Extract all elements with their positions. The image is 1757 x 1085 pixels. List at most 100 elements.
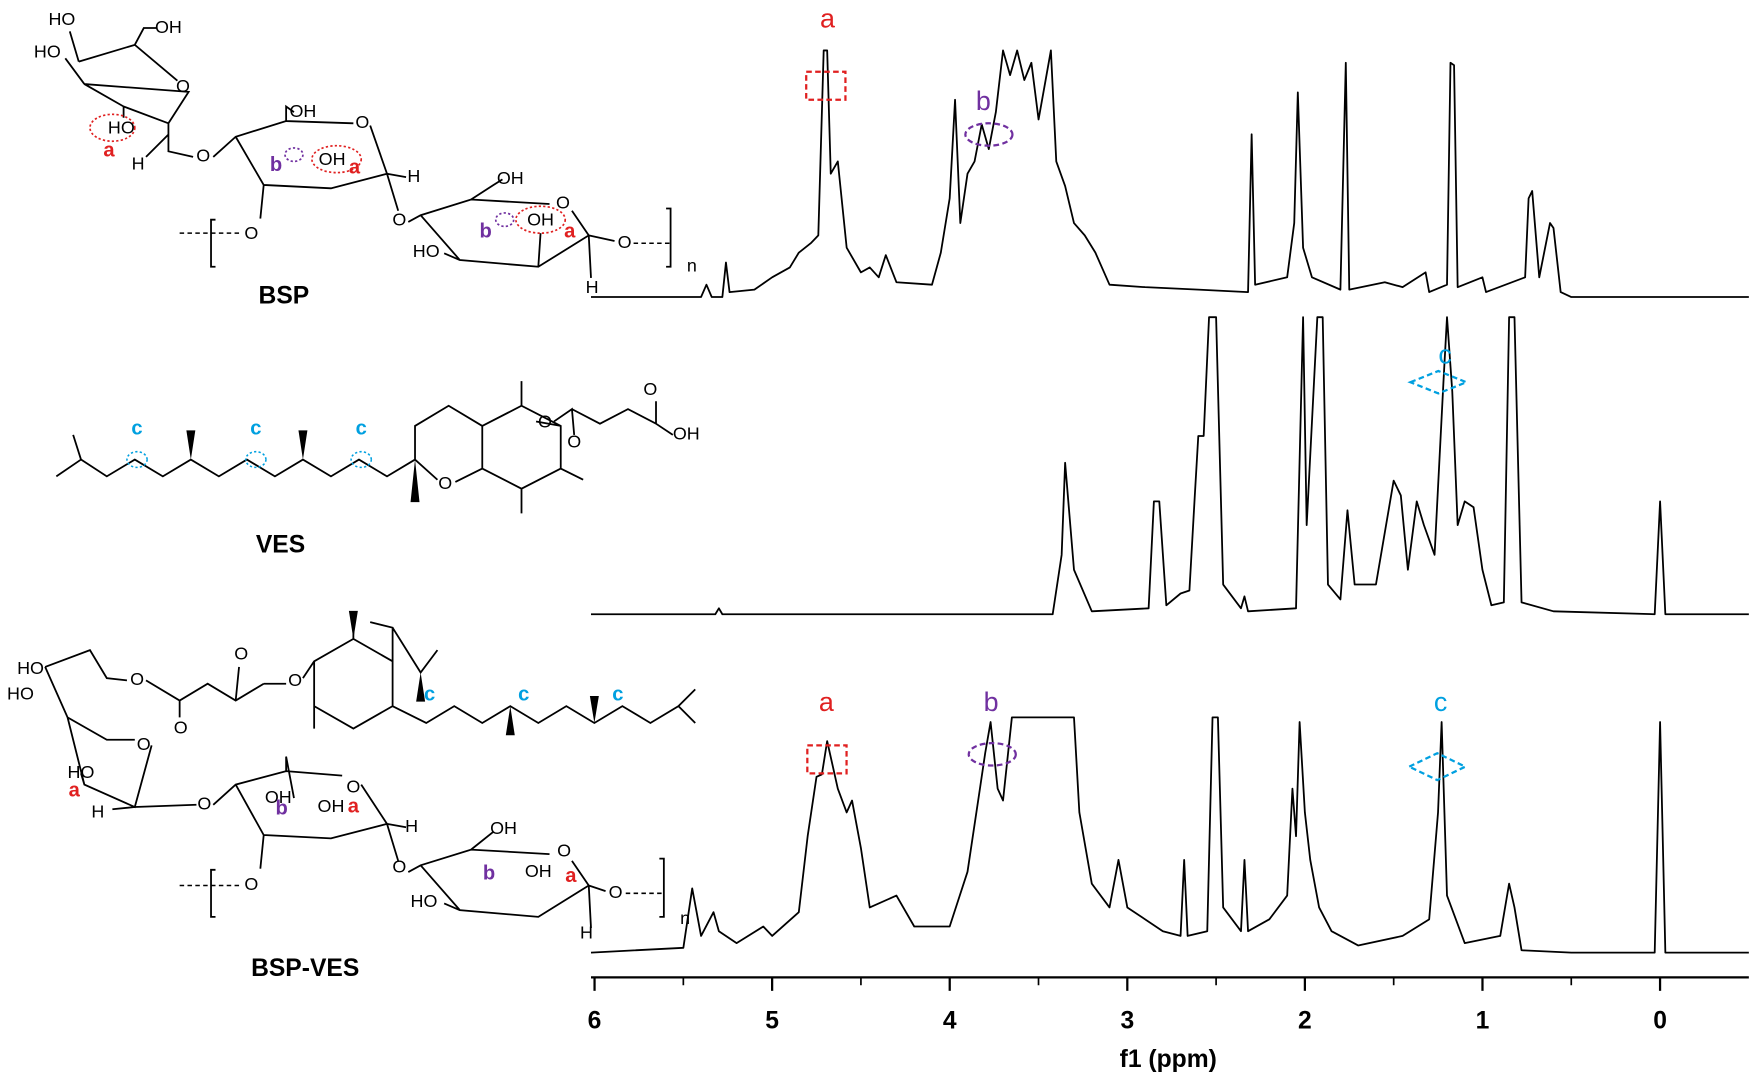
atom-label: O [234,643,248,663]
atom-label: O [288,670,302,690]
atom-label: HO [49,9,76,29]
highlight [126,450,148,469]
x-tick-label: 3 [1120,1008,1134,1035]
atom-label: HO [108,118,135,138]
bond [212,104,407,219]
atom-label: OH [319,149,346,169]
atom-label: H [580,922,593,942]
bond [64,27,194,158]
atom-label: HO [411,891,438,911]
atom-label: a [564,220,576,242]
atom-label: a [349,156,361,178]
highlight [284,147,304,163]
atom-label: O [176,76,190,96]
atom-label: c [250,418,261,440]
marker-ellipse [967,742,1017,767]
atom-label: O [130,669,144,689]
x-axis-label: f1 (ppm) [1120,1046,1217,1073]
atom-label: O [174,717,188,737]
atom-label: O [392,856,406,876]
highlight [515,205,567,234]
atom-label: OH [289,101,316,121]
atom-label: b [275,798,287,820]
atom-label: H [407,166,420,186]
atom-label: O [196,146,210,166]
structure-name: VES [256,531,305,558]
peak-annotation: c [1434,687,1447,717]
atom-label: O [197,794,211,814]
highlight [311,144,363,174]
atom-label: O [538,411,552,431]
atom-label: O [567,431,581,451]
atom-label: OH [318,796,345,816]
atom-label: O [438,473,452,493]
atom-label: O [643,379,657,399]
bsp-structure [64,27,673,279]
atom-label: OH [490,818,517,838]
bracket [210,857,665,918]
x-tick-label: 2 [1298,1008,1312,1035]
structure-name: BSP [259,283,310,310]
plot: 6 5 4 3 2 1 0 a b c a b c [588,3,1749,1035]
dashed-bond [179,884,664,895]
peak-annotation: b [984,687,999,717]
x-tick-label: 4 [943,1008,957,1035]
structure-name: BSP-VES [251,955,359,982]
atom-label: a [103,140,115,162]
highlight [89,113,136,143]
bond [55,381,674,514]
atom-label: b [483,863,495,885]
atom-label: O [609,882,623,902]
atom-label: OH [673,424,700,444]
atom-label: O [355,112,369,132]
bond [407,830,606,929]
peak-annotation: a [820,3,835,33]
peak-annotation: a [819,687,834,717]
atom-label: c [424,683,435,705]
bond [407,178,615,279]
atom-label: c [131,418,142,440]
marker-ellipse [964,122,1014,147]
atom-label: HO [413,241,440,261]
atom-label: a [348,795,360,817]
atom-label: H [91,801,104,821]
highlight [494,212,515,228]
marker-diamond [1406,751,1468,782]
highlight [244,450,267,469]
atom-label: O [557,841,571,861]
atom-label: a [69,780,81,802]
spectrum [590,49,1749,298]
atom-label: H [132,154,145,174]
atom-label: O [137,734,151,754]
spectrum [590,316,1749,616]
bond [212,756,407,869]
atom-label: O [392,210,406,230]
atom-label: HO [34,41,61,61]
bsp-ves-structure [44,610,696,929]
highlight [350,450,373,469]
x-tick-label: 6 [588,1008,602,1035]
atom-label: b [479,220,491,242]
atom-label: n [680,908,690,928]
atom-label: OH [525,861,552,881]
x-tick-label: 1 [1476,1008,1490,1035]
peak-annotation: c [1438,340,1451,370]
atom-label: c [612,683,623,705]
atom-label: OH [527,210,554,230]
atom-label: OH [155,17,182,37]
atom-label: OH [497,168,524,188]
atom-label: c [518,683,529,705]
atom-label: HO [17,658,44,678]
ves-structure [55,381,674,514]
atom-label: H [405,816,418,836]
bracket [210,207,672,268]
x-tick-label: 0 [1653,1008,1667,1035]
wedge [186,430,420,503]
dashed-bond [179,232,673,245]
atom-label: c [356,418,367,440]
marker-box [805,70,847,101]
atom-label: HO [68,762,95,782]
atom-label: O [244,874,258,894]
